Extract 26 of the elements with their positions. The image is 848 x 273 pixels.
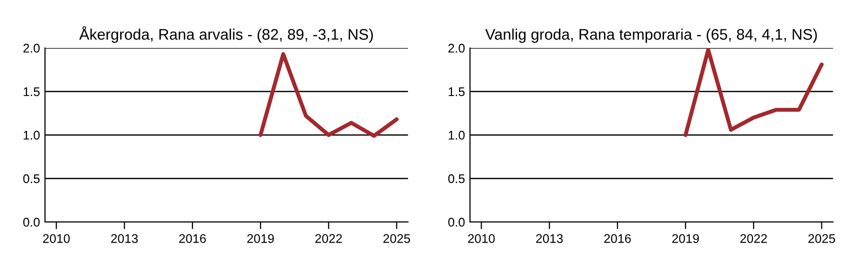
y-tick-label: 2.0	[23, 44, 40, 53]
line-series	[684, 48, 824, 137]
x-tick-label: 2022	[315, 234, 342, 243]
y-tick-label: 0.5	[448, 174, 465, 184]
x-tick-label: 2010	[468, 234, 495, 243]
y-tick-label: 0.0	[23, 218, 40, 227]
line-series	[258, 52, 399, 138]
x-tick-label: 2016	[179, 234, 206, 243]
x-tick-label: 2013	[536, 234, 563, 243]
chart-title: Åkergroda, Rana arvalis - (82, 89, -3,1, NS)	[79, 26, 373, 43]
x-tick-label: 2019	[247, 234, 274, 243]
x-tick-label: 2025	[808, 234, 836, 243]
x-tick-label: 2010	[43, 234, 70, 243]
x-tick-label: 2019	[672, 234, 699, 243]
y-tick-label: 0.5	[23, 174, 40, 184]
y-tick-label: 2.0	[448, 44, 465, 53]
y-tick-label: 1.0	[448, 130, 465, 140]
x-tick-label: 2025	[383, 234, 410, 243]
x-tick-label: 2022	[740, 234, 767, 243]
y-tick-label: 1.5	[448, 87, 465, 96]
y-tick-label: 0.0	[448, 218, 465, 227]
y-tick-label: 1.0	[24, 130, 40, 140]
y-tick-label: 1.5	[24, 87, 40, 96]
chart-title: Vanlig groda, Rana temporaria - (65, 84, 4,1, NS)	[485, 28, 817, 43]
x-tick-label: 2013	[111, 234, 138, 243]
x-tick-label: 2016	[604, 234, 631, 243]
